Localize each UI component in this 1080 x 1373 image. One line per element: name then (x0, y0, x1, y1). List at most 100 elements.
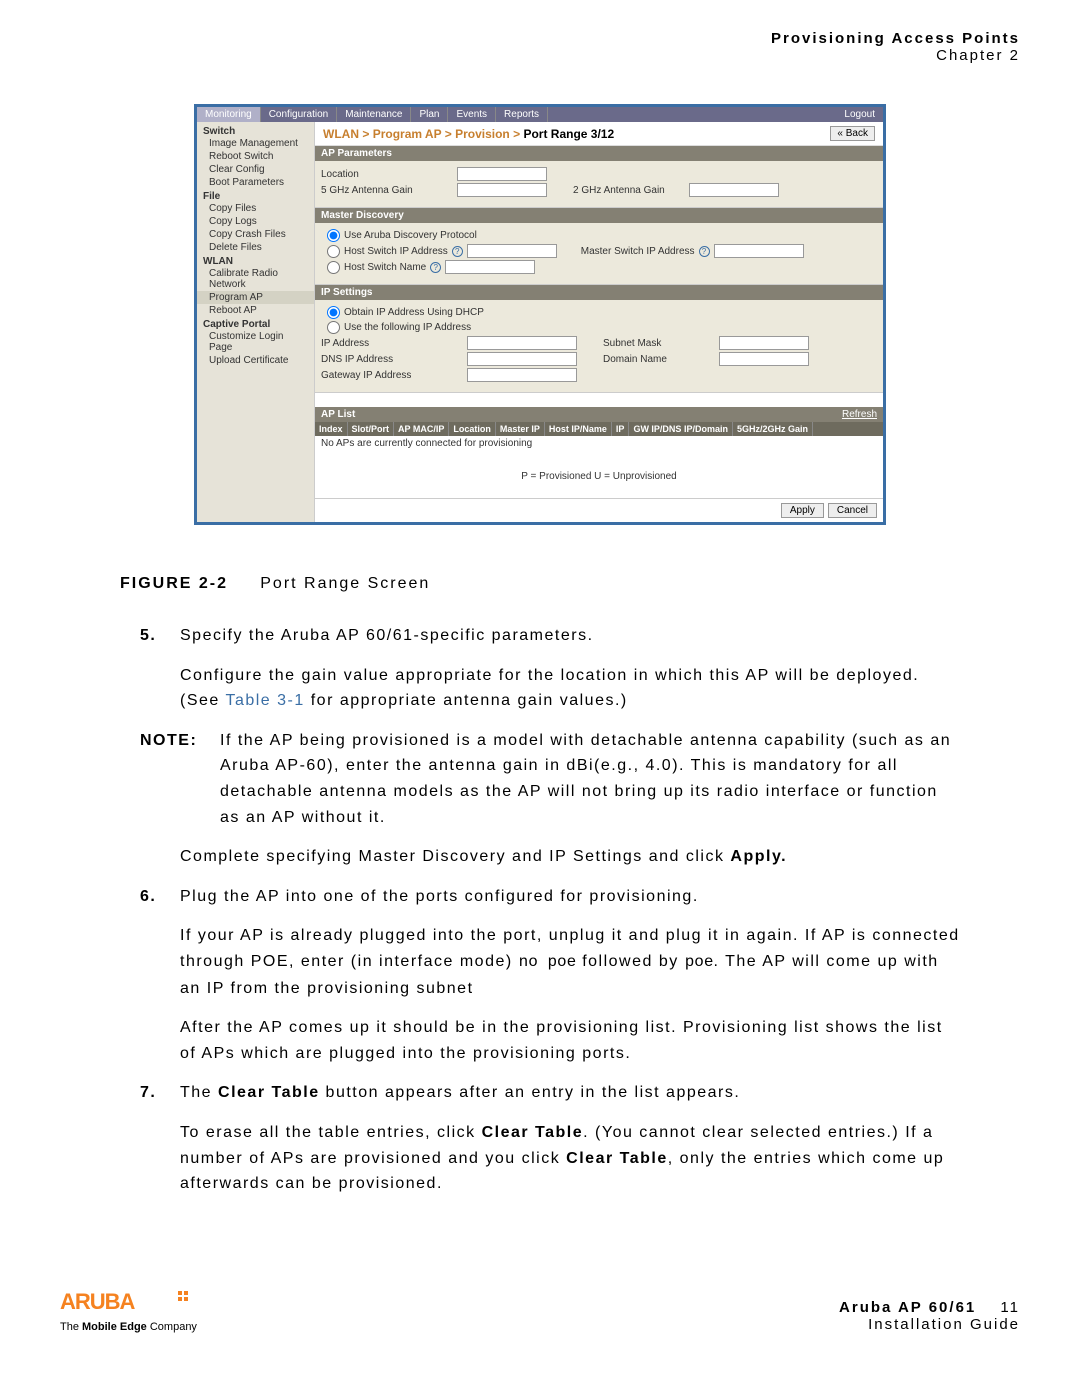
panel-apparams: Location 5 GHz Antenna Gain 2 GHz Antenn… (315, 161, 883, 208)
tab-monitoring[interactable]: Monitoring (197, 107, 261, 122)
sidebar-item-reboot-ap[interactable]: Reboot AP (197, 304, 314, 317)
aplist-title: AP List (321, 409, 355, 420)
input-subnet[interactable] (719, 336, 809, 350)
page-number: 11 (1000, 1299, 1020, 1316)
note-label: NOTE: (140, 728, 220, 830)
logo: ARUBA The Mobile Edge Company (60, 1287, 200, 1333)
sidebar-item-copy-files[interactable]: Copy Files (197, 202, 314, 215)
col-slot: Slot/Port (348, 422, 395, 436)
input-ip[interactable] (467, 336, 577, 350)
radio-static[interactable] (327, 321, 340, 334)
side-group-switch: Switch (197, 124, 314, 137)
col-mac: AP MAC/IP (394, 422, 449, 436)
logo-tagline: The Mobile Edge Company (60, 1321, 200, 1333)
col-masterip: Master IP (496, 422, 545, 436)
input-dns[interactable] (467, 352, 577, 366)
step6-p1: If your AP is already plugged into the p… (180, 923, 960, 1001)
side-group-wlan: WLAN (197, 254, 314, 267)
sidebar: Switch Image Management Reboot Switch Cl… (197, 122, 315, 522)
step6-text: Plug the AP into one of the ports config… (180, 884, 960, 910)
label-dns: DNS IP Address (321, 354, 461, 365)
label-gw: Gateway IP Address (321, 370, 461, 381)
help-icon[interactable]: ? (452, 246, 463, 257)
sidebar-item-copy-logs[interactable]: Copy Logs (197, 215, 314, 228)
tab-configuration[interactable]: Configuration (261, 107, 337, 122)
col-gain: 5GHz/2GHz Gain (733, 422, 813, 436)
refresh-link[interactable]: Refresh (842, 409, 877, 420)
aplist-columns: Index Slot/Port AP MAC/IP Location Maste… (315, 422, 883, 436)
sidebar-item-copy-crash[interactable]: Copy Crash Files (197, 228, 314, 241)
label-ip: IP Address (321, 338, 461, 349)
svg-text:ARUBA: ARUBA (60, 1289, 136, 1314)
tab-plan[interactable]: Plan (411, 107, 448, 122)
bc-2[interactable]: Provision (455, 127, 510, 141)
radio-dhcp[interactable] (327, 306, 340, 319)
panel-title-ip: IP Settings (315, 285, 883, 300)
help-icon[interactable]: ? (699, 246, 710, 257)
label-aruba-discovery: Use Aruba Discovery Protocol (344, 230, 477, 241)
breadcrumb: WLAN > Program AP > Provision > Port Ran… (315, 122, 883, 146)
sidebar-item-program-ap[interactable]: Program AP (197, 291, 314, 304)
figure-label: FIGURE 2-2 (120, 575, 228, 592)
footer-right: Aruba AP 60/61 11 Installation Guide (839, 1299, 1020, 1333)
input-location[interactable] (457, 167, 547, 181)
side-group-captive: Captive Portal (197, 317, 314, 330)
input-master-ip[interactable] (714, 244, 804, 258)
label-host-ip: Host Switch IP Address (344, 246, 448, 257)
col-gw: GW IP/DNS IP/Domain (629, 422, 733, 436)
step6-num: 6. (140, 884, 180, 910)
header-title: Provisioning Access Points (60, 30, 1020, 47)
logout-link[interactable]: Logout (836, 107, 883, 122)
page-footer: ARUBA The Mobile Edge Company Aruba AP 6… (60, 1287, 1020, 1333)
input-domain[interactable] (719, 352, 809, 366)
sidebar-item-upload-cert[interactable]: Upload Certificate (197, 354, 314, 367)
help-icon[interactable]: ? (430, 262, 441, 273)
panel-title-apparams: AP Parameters (315, 146, 883, 161)
sidebar-item-customize-login[interactable]: Customize Login Page (197, 330, 314, 354)
sidebar-item-image-mgmt[interactable]: Image Management (197, 137, 314, 150)
col-location: Location (449, 422, 496, 436)
topbar: Monitoring Configuration Maintenance Pla… (197, 107, 883, 122)
sidebar-item-reboot-switch[interactable]: Reboot Switch (197, 150, 314, 163)
sidebar-item-delete-files[interactable]: Delete Files (197, 241, 314, 254)
input-host-ip[interactable] (467, 244, 557, 258)
note-text: If the AP being provisioned is a model w… (220, 728, 960, 830)
footer-product: Aruba AP 60/61 (839, 1299, 976, 1316)
step5-text: Specify the Aruba AP 60/61-specific para… (180, 623, 960, 649)
label-dhcp: Obtain IP Address Using DHCP (344, 307, 484, 318)
label-domain: Domain Name (603, 354, 713, 365)
radio-host-name[interactable] (327, 261, 340, 274)
tab-events[interactable]: Events (448, 107, 496, 122)
tab-reports[interactable]: Reports (496, 107, 548, 122)
page-header: Provisioning Access Points Chapter 2 (60, 30, 1020, 64)
panel-title-master: Master Discovery (315, 208, 883, 223)
sidebar-item-calibrate[interactable]: Calibrate Radio Network (197, 267, 314, 291)
input-gw[interactable] (467, 368, 577, 382)
header-chapter: Chapter 2 (60, 47, 1020, 64)
label-master-ip: Master Switch IP Address (581, 246, 695, 257)
step7-num: 7. (140, 1080, 180, 1106)
bc-0[interactable]: WLAN (323, 127, 359, 141)
back-button[interactable]: « Back (830, 126, 875, 141)
cancel-button[interactable]: Cancel (828, 503, 877, 518)
aruba-logo-icon: ARUBA (60, 1287, 200, 1319)
input-5ghz-gain[interactable] (457, 183, 547, 197)
tab-maintenance[interactable]: Maintenance (337, 107, 411, 122)
label-location: Location (321, 169, 451, 180)
col-ip: IP (612, 422, 630, 436)
aplist-legend: P = Provisioned U = Unprovisioned (315, 461, 883, 498)
step5-num: 5. (140, 623, 180, 649)
input-2ghz-gain[interactable] (689, 183, 779, 197)
side-group-file: File (197, 189, 314, 202)
table-link[interactable]: Table 3-1 (225, 692, 304, 709)
bc-3: Port Range 3/12 (523, 127, 614, 141)
bc-1[interactable]: Program AP (373, 127, 442, 141)
sidebar-item-boot-params[interactable]: Boot Parameters (197, 176, 314, 189)
radio-host-ip[interactable] (327, 245, 340, 258)
input-host-name[interactable] (445, 260, 535, 274)
sidebar-item-clear-config[interactable]: Clear Config (197, 163, 314, 176)
radio-aruba-discovery[interactable] (327, 229, 340, 242)
panel-master: Use Aruba Discovery Protocol Host Switch… (315, 223, 883, 285)
after-note: Complete specifying Master Discovery and… (180, 844, 960, 870)
apply-button[interactable]: Apply (781, 503, 824, 518)
